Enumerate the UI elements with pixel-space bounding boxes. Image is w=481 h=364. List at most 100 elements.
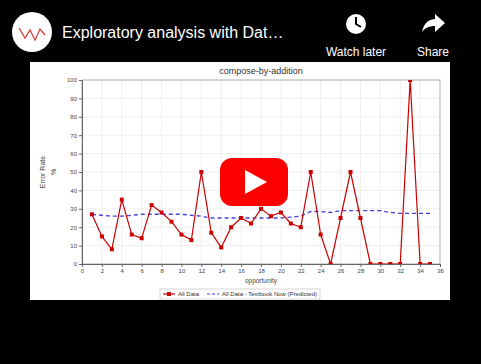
x-tick-mark [162,264,163,267]
y-tick-label: 100 [67,77,78,83]
x-tick-label: 22 [298,268,305,274]
series-marker [428,262,432,264]
y-tick-mark [79,209,82,210]
x-tick-mark [241,264,242,267]
legend-box [160,289,320,299]
x-tick: 18 [258,264,265,274]
y-tick: 0 [74,261,82,267]
legend-label: All Data [178,291,200,297]
x-tick-mark [281,264,282,267]
share-icon[interactable] [422,14,445,32]
series-marker [418,262,422,264]
channel-avatar[interactable] [12,12,52,52]
play-button-icon[interactable] [245,170,267,194]
avatar-circle[interactable] [12,12,52,52]
x-tick-mark [122,264,123,267]
y-tick-mark [79,264,82,265]
series-marker [339,216,343,220]
play-button[interactable] [220,158,288,206]
series-marker [179,233,183,237]
y-tick: 70 [70,133,82,139]
y-tick-label: 60 [70,151,77,157]
series-marker [150,203,154,207]
series-marker [329,262,333,264]
x-tick-label: 24 [318,268,325,274]
x-tick-label: 4 [121,268,125,274]
legend-swatch [207,293,219,294]
plot-marks [90,80,432,264]
series-marker [349,170,353,174]
y-tick-mark [79,172,82,173]
y-tick-mark [79,117,82,118]
x-tick-mark [360,264,361,267]
watch-later[interactable]: Watch later [326,14,386,59]
y-tick: 40 [70,188,82,194]
series-marker [289,222,293,226]
x-tick: 6 [140,264,144,274]
x-tick-label: 34 [417,268,424,274]
series-marker [189,238,193,242]
play-button-background[interactable] [220,158,288,206]
series-marker [239,216,243,220]
series-marker [319,233,323,237]
x-tick-label: 20 [278,268,285,274]
x-tick-mark [142,264,143,267]
share-label[interactable]: Share [417,45,449,59]
series-marker [269,214,273,218]
x-tick-mark [440,264,441,267]
series-marker [229,225,233,229]
y-tick: 30 [70,206,82,212]
y-axis-line [79,81,83,265]
legend-marker [167,292,171,296]
y-tick-mark [79,246,82,247]
share[interactable]: Share [417,14,449,59]
grid-line-x [400,80,401,264]
series-marker [110,247,114,251]
series-line [92,211,430,218]
series-marker [388,262,392,264]
y-tick: 50 [70,169,82,175]
series-line [92,80,430,264]
y-tick-mark [79,80,82,81]
x-tick: 0 [81,264,85,274]
series-marker [100,234,104,238]
series-marker [279,210,283,214]
x-tick-label: 6 [140,268,144,274]
x-tick-mark [380,264,381,267]
x-tick: 36 [437,264,444,274]
y-tick-mark [79,190,82,191]
background [0,0,481,364]
y-axis-title: Error Rate [39,156,46,188]
series-marker [160,210,164,214]
x-tick: 22 [298,264,305,274]
grid-line-x [300,80,301,264]
series-marker [199,170,203,174]
y-tick-label: 70 [70,133,77,139]
y-tick-mark [79,135,82,136]
x-tick: 24 [318,264,325,274]
y-tick-label: 10 [70,243,77,249]
x-tick: 2 [101,264,105,274]
legend-item: All Data - Textbook Now (Predicted) [207,291,317,297]
grid-line-x [360,80,361,264]
video-title[interactable]: Exploratory analysis with Dat… [62,24,283,41]
y-tick-label: 0 [74,261,78,267]
grid-line-x [380,80,381,264]
chart-background [30,62,450,300]
watch-later-hands [356,17,361,27]
series-marker [120,198,124,202]
watch-later-icon[interactable] [346,14,366,34]
series-marker [378,262,382,264]
y-tick-mark [79,154,82,155]
y-tick: 20 [70,225,82,231]
x-tick-label: 32 [397,268,404,274]
x-tick-mark [420,264,421,267]
x-tick-label: 2 [101,268,105,274]
x-axis: 024681012141618202224262830323436 [81,264,445,274]
x-tick-label: 30 [377,268,384,274]
series-marker [398,262,402,264]
x-axis-title: opportunity [245,277,278,285]
x-tick-mark [201,264,202,267]
watch-later-label[interactable]: Watch later [326,45,386,59]
y-tick: 80 [70,114,82,120]
